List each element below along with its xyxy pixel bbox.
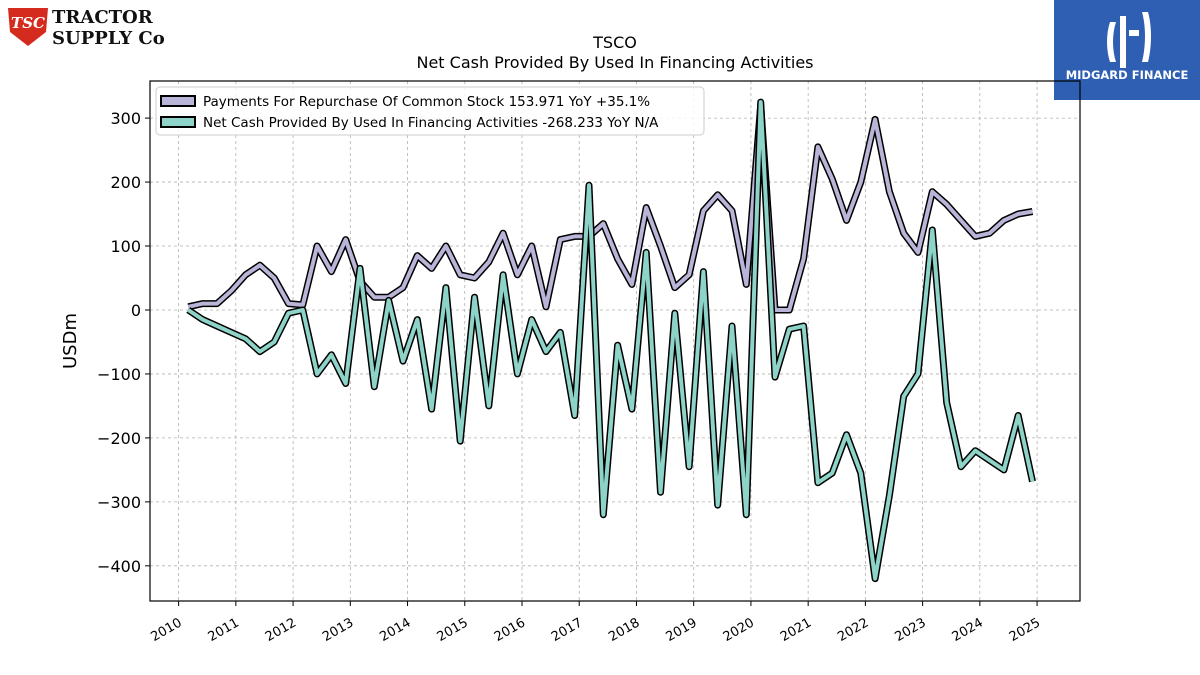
x-tick-label: 2014	[377, 615, 413, 645]
y-tick-label: 0	[131, 301, 141, 320]
x-tick-label: 2020	[721, 615, 757, 645]
y-tick-label: −400	[97, 557, 141, 576]
y-tick-label: −300	[97, 493, 141, 512]
series-lines	[186, 98, 1036, 583]
x-tick-label: 2023	[892, 615, 928, 645]
chart-title: TSCO	[593, 33, 637, 52]
x-tick-label: 2018	[606, 615, 642, 645]
logo-line-2: SUPPLY Co	[52, 28, 165, 48]
y-axis-label: USDm	[60, 313, 81, 369]
x-tick-label: 2021	[778, 615, 814, 645]
x-tick-label: 2019	[664, 615, 700, 645]
logo-line-1: TRACTOR	[52, 7, 154, 28]
y-tick-label: −100	[97, 365, 141, 384]
y-tick-label: 100	[110, 237, 141, 256]
chart-subtitle: Net Cash Provided By Used In Financing A…	[416, 53, 814, 72]
tsc-badge-icon	[8, 8, 48, 46]
series-0-line	[187, 103, 1033, 312]
x-tick-label: 2016	[492, 615, 528, 645]
legend-swatch-1	[160, 116, 196, 128]
y-tick-label: −200	[97, 429, 141, 448]
x-tick-label: 2010	[148, 615, 184, 645]
legend-label-1: Net Cash Provided By Used In Financing A…	[203, 115, 659, 131]
legend-box	[155, 86, 705, 136]
series-1-line	[187, 100, 1035, 581]
series-1-outline	[186, 98, 1036, 583]
x-tick-label: 2024	[950, 615, 986, 645]
midgard-emblem-icon	[1107, 12, 1151, 68]
midgard-finance-logo: MIDGARD FINANCE	[1054, 0, 1200, 100]
x-tick-label: 2015	[435, 615, 471, 645]
plot-frame	[149, 80, 1081, 602]
legend-swatch-0	[160, 95, 196, 107]
x-tick-label: 2025	[1007, 615, 1043, 645]
x-tick-label: 2017	[549, 615, 585, 645]
tractor-supply-logo: TSC TRACTOR SUPPLY Co	[8, 7, 165, 48]
y-tick-label: 200	[110, 173, 141, 192]
legend-label-0: Payments For Repurchase Of Common Stock …	[203, 94, 650, 110]
x-tick-label: 2011	[206, 615, 242, 645]
series-0-outline	[187, 101, 1034, 314]
x-tick-label: 2013	[320, 615, 356, 645]
y-tick-label: 300	[110, 109, 141, 128]
x-tick-label: 2012	[263, 615, 299, 645]
midgard-finance-text: MIDGARD FINANCE	[1065, 68, 1189, 82]
x-tick-label: 2022	[835, 615, 871, 645]
legend: Payments For Repurchase Of Common Stock …	[155, 86, 705, 136]
tsc-badge-text: TSC	[11, 14, 45, 32]
